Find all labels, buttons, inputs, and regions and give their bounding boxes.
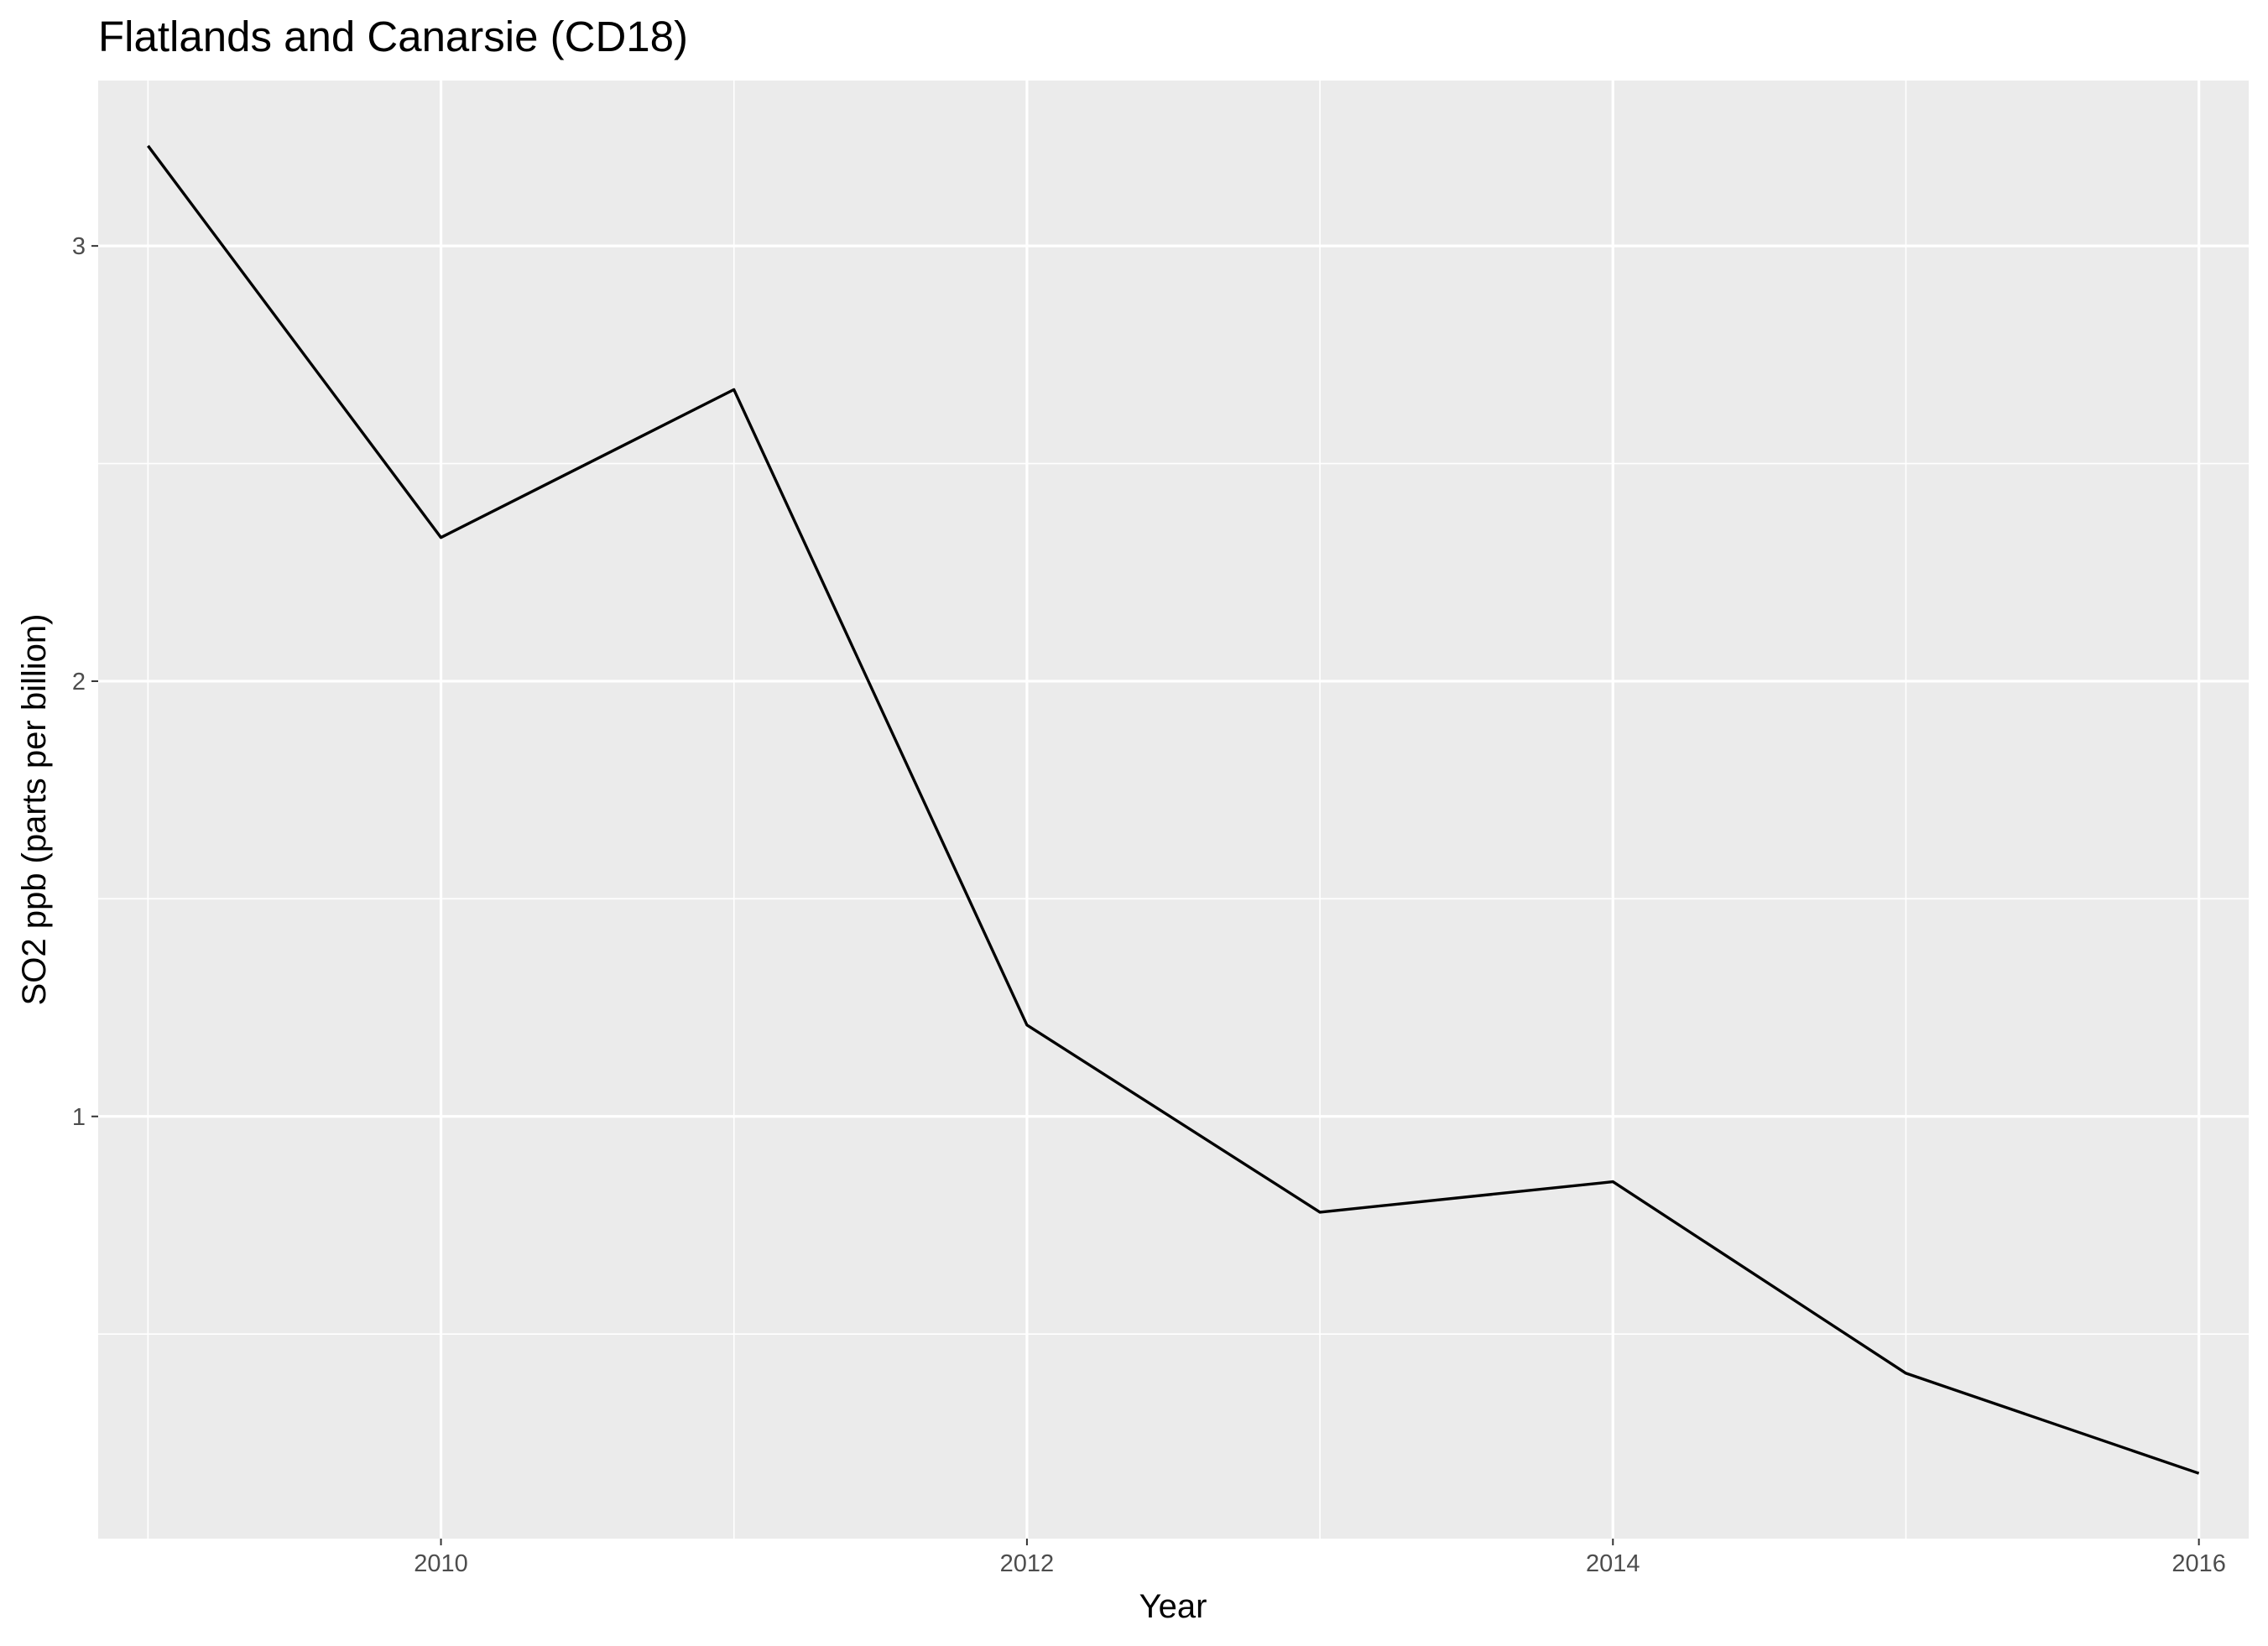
x-axis: 2010 2012 2014 2016 <box>414 1539 2226 1577</box>
plot-panel <box>98 81 2249 1539</box>
x-tick-label: 2016 <box>2172 1550 2226 1577</box>
major-gridlines <box>98 81 2249 1539</box>
chart-title: Flatlands and Canarsie (CD18) <box>98 13 688 60</box>
y-tick-label: 1 <box>72 1104 86 1131</box>
series-group <box>147 144 2200 1475</box>
minor-gridlines <box>98 81 2249 1539</box>
y-tick-label: 2 <box>72 669 86 695</box>
x-tick-label: 2010 <box>414 1550 468 1577</box>
y-axis-title: SO2 ppb (parts per billion) <box>16 614 53 1006</box>
x-tick-label: 2012 <box>1000 1550 1055 1577</box>
x-axis-title: Year <box>1139 1588 1207 1625</box>
y-tick-label: 3 <box>72 233 86 260</box>
y-axis: 1 2 3 <box>72 233 98 1131</box>
series-line <box>147 144 2200 1475</box>
x-tick-label: 2014 <box>1586 1550 1640 1577</box>
